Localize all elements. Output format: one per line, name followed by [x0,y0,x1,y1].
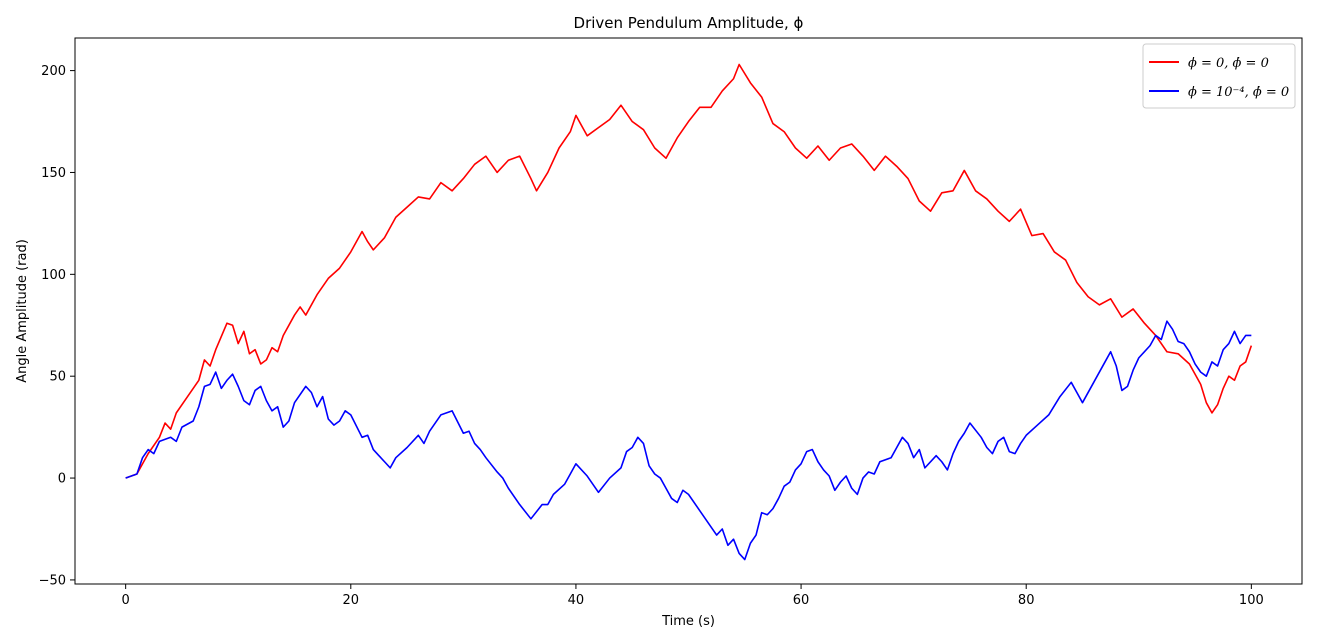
series-group [125,63,1253,561]
x-tick-label: 40 [568,593,585,608]
x-axis: 0 20 40 60 80 100 [122,584,1264,608]
x-axis-label: Time (s) [661,614,715,629]
chart-title: Driven Pendulum Amplitude, ϕ [574,14,804,32]
x-tick-label: 80 [1018,593,1035,608]
series-line-2 [125,320,1252,561]
y-tick-label: 150 [41,166,66,181]
y-tick-label: 50 [49,370,66,385]
legend-label-series-2: ϕ = 10⁻⁴, ϕ̇ = 0 [1188,85,1289,100]
plot-area-frame [74,37,1303,585]
x-tick-label: 60 [793,593,810,608]
y-axis: −50 0 50 100 150 200 [39,64,75,588]
y-tick-label: 0 [58,472,66,487]
x-tick-label: 20 [343,593,360,608]
y-tick-label: 100 [41,268,66,283]
x-tick-label: 100 [1239,593,1264,608]
y-tick-label: −50 [39,573,66,588]
legend-box [1142,43,1296,109]
series-line-1 [125,63,1253,479]
legend: ϕ = 0, ϕ̇ = 0 ϕ = 10⁻⁴, ϕ̇ = 0 [1142,43,1296,109]
legend-label-series-1: ϕ = 0, ϕ̇ = 0 [1188,56,1269,71]
y-tick-label: 200 [41,64,66,79]
x-tick-label: 0 [122,593,130,608]
y-axis-label: Angle Amplitude (rad) [15,239,30,383]
